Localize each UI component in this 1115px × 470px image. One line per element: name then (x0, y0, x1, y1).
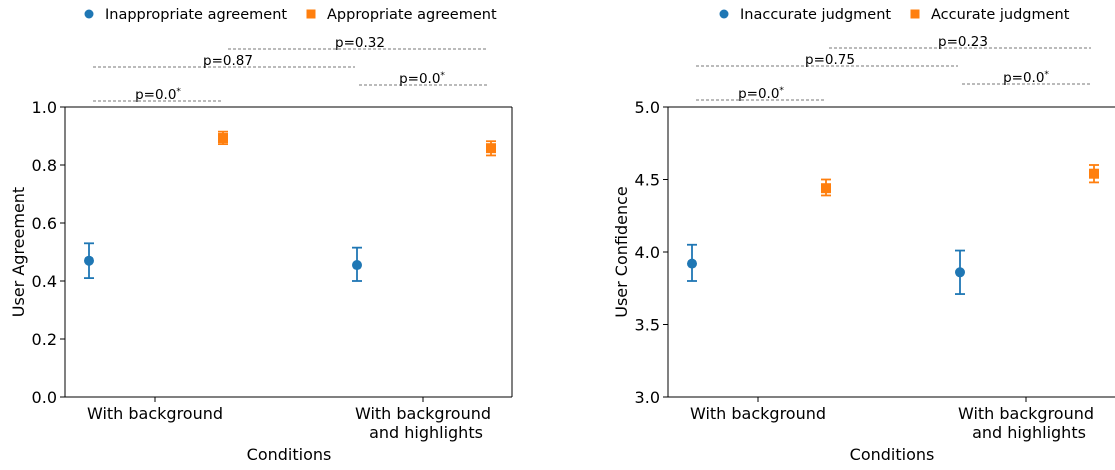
legend-label: Appropriate agreement (327, 7, 497, 23)
p-value-label: p=0.0* (399, 71, 445, 87)
x-tick-label: With background (355, 404, 491, 423)
x-axis-title: Conditions (247, 445, 332, 464)
y-tick-label: 0.0 (32, 388, 57, 407)
legend-label: Accurate judgment (931, 7, 1070, 23)
y-tick-label: 0.6 (32, 214, 57, 233)
legend-marker-square (910, 9, 920, 19)
data-point-circle (84, 255, 94, 266)
legend-marker-circle (719, 9, 729, 19)
p-value-label: p=0.0* (1003, 70, 1049, 86)
y-axis-title: User Agreement (9, 187, 28, 317)
x-tick-label: With background (958, 404, 1094, 423)
p-value-label: p=0.75 (805, 52, 855, 68)
x-tick-label: With background (690, 404, 826, 423)
data-point-square (821, 183, 831, 194)
data-point-square (1089, 168, 1099, 179)
y-axis-title: User Confidence (612, 186, 631, 318)
data-point-square (218, 133, 228, 144)
legend-marker-circle (84, 9, 94, 19)
y-tick-label: 1.0 (32, 98, 57, 117)
y-tick-label: 4.0 (635, 243, 660, 262)
y-tick-label: 0.4 (32, 272, 57, 291)
legend-label: Inappropriate agreement (105, 7, 287, 23)
legend-label: Inaccurate judgment (740, 7, 891, 23)
x-axis-title: Conditions (850, 445, 935, 464)
data-point-circle (955, 267, 965, 278)
y-tick-label: 0.8 (32, 156, 57, 175)
p-value-label: p=0.23 (938, 34, 988, 50)
x-tick-label: and highlights (972, 423, 1086, 442)
data-point-circle (687, 258, 697, 269)
y-tick-label: 3.5 (635, 316, 660, 335)
legend-marker-square (306, 9, 316, 19)
data-point-square (486, 143, 496, 154)
y-tick-label: 3.0 (635, 388, 660, 407)
x-tick-label: and highlights (369, 423, 483, 442)
x-tick-label: With background (87, 404, 223, 423)
y-tick-label: 4.5 (635, 171, 660, 190)
y-tick-label: 0.2 (32, 330, 57, 349)
p-value-label: p=0.0* (135, 87, 181, 103)
chart-panel-1: 0.0 0.2 0.4 0.6 0.8 1.0 With background With ba… (9, 7, 513, 464)
chart-panel-2: 3.0 3.5 4.0 4.5 5.0 With background With backg… (612, 7, 1115, 464)
p-value-label: p=0.0* (738, 86, 784, 102)
p-value-label: p=0.32 (335, 35, 385, 51)
y-tick-label: 5.0 (635, 98, 660, 117)
p-value-label: p=0.87 (203, 53, 253, 69)
data-point-circle (352, 260, 362, 271)
